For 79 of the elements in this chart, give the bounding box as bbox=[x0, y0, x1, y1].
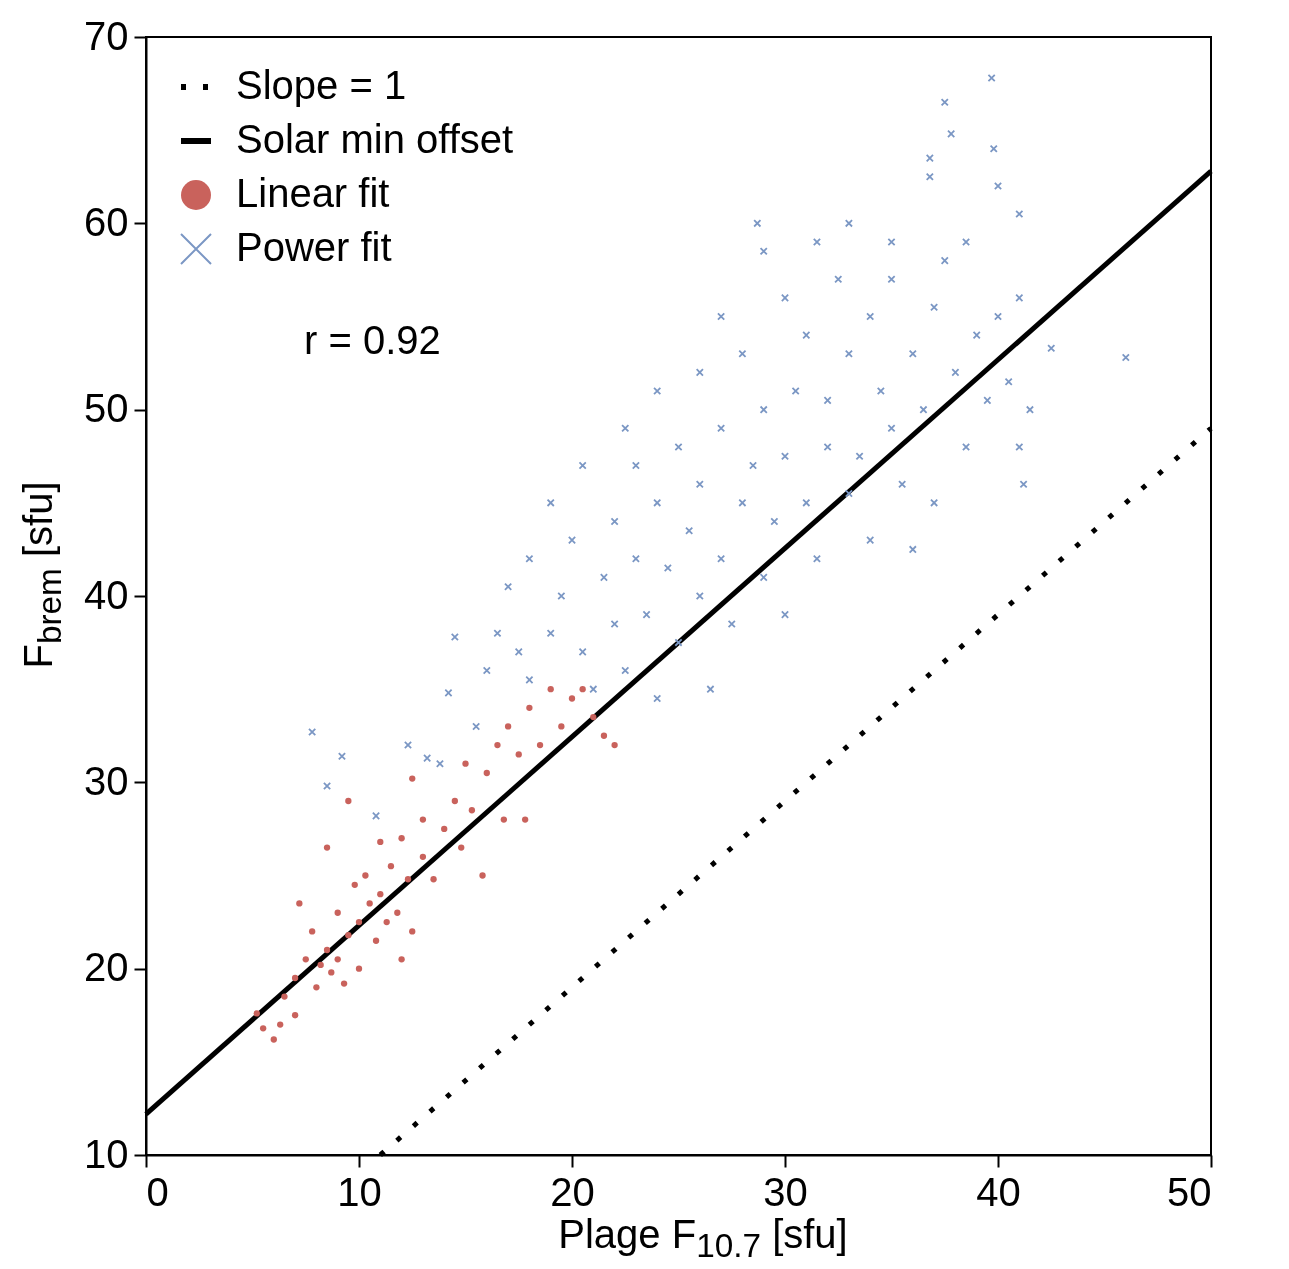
point bbox=[277, 1021, 284, 1028]
point bbox=[409, 928, 416, 935]
y-tick-label: 40 bbox=[84, 572, 129, 617]
y-tick-label: 10 bbox=[84, 1131, 129, 1176]
point bbox=[291, 974, 299, 982]
point bbox=[500, 816, 507, 823]
x-tick-label: 20 bbox=[550, 1169, 595, 1214]
y-tick-label: 70 bbox=[84, 13, 129, 58]
point bbox=[362, 872, 369, 879]
point bbox=[611, 741, 618, 749]
y-tick-label: 50 bbox=[84, 386, 129, 431]
point bbox=[355, 918, 363, 926]
point bbox=[590, 713, 597, 721]
point bbox=[526, 704, 533, 711]
point bbox=[398, 956, 405, 963]
y-tick-label: 20 bbox=[84, 945, 129, 990]
point bbox=[281, 993, 288, 1000]
x-tick-label: 40 bbox=[976, 1169, 1021, 1214]
point bbox=[504, 723, 512, 730]
x-tick-label: 10 bbox=[337, 1169, 382, 1214]
point bbox=[372, 937, 380, 944]
point bbox=[404, 876, 412, 883]
point bbox=[351, 881, 358, 888]
point bbox=[317, 961, 324, 969]
point bbox=[387, 863, 395, 870]
point bbox=[547, 686, 554, 693]
point bbox=[291, 1012, 299, 1019]
point bbox=[600, 732, 608, 739]
point bbox=[441, 825, 448, 833]
point bbox=[398, 835, 405, 842]
legend-label: Power fit bbox=[236, 225, 392, 269]
point bbox=[296, 900, 303, 907]
x-tick-label: 0 bbox=[146, 1169, 169, 1214]
legend-label: Linear fit bbox=[236, 171, 390, 215]
point bbox=[462, 760, 469, 767]
point bbox=[483, 769, 490, 777]
y-tick-label: 30 bbox=[84, 758, 129, 803]
annotation: r = 0.92 bbox=[304, 318, 441, 362]
point bbox=[313, 984, 320, 991]
point bbox=[259, 1025, 267, 1032]
point bbox=[568, 695, 576, 702]
point bbox=[253, 1010, 260, 1017]
point bbox=[558, 723, 565, 730]
point bbox=[345, 797, 352, 805]
point bbox=[308, 928, 316, 935]
point bbox=[377, 838, 384, 846]
point bbox=[419, 816, 427, 823]
point bbox=[270, 1036, 277, 1043]
point bbox=[323, 844, 331, 851]
point bbox=[521, 816, 529, 823]
point bbox=[394, 909, 401, 916]
point bbox=[468, 807, 476, 814]
point bbox=[383, 918, 390, 926]
point bbox=[345, 931, 352, 939]
point bbox=[515, 751, 522, 758]
legend-label: Slope = 1 bbox=[236, 63, 407, 107]
point bbox=[419, 853, 427, 861]
x-tick-label: 30 bbox=[763, 1169, 808, 1214]
point bbox=[409, 775, 416, 782]
point bbox=[479, 872, 486, 879]
point bbox=[355, 965, 363, 972]
point bbox=[334, 956, 341, 963]
point bbox=[340, 980, 348, 987]
point bbox=[302, 956, 309, 963]
point bbox=[430, 876, 437, 883]
point bbox=[323, 946, 331, 954]
point bbox=[366, 900, 373, 907]
x-axis-title: Plage F$_{10.7}$ [sfu] bbox=[558, 1211, 848, 1264]
point bbox=[458, 844, 465, 851]
point bbox=[536, 741, 544, 749]
y-tick-label: 60 bbox=[84, 199, 129, 244]
point bbox=[451, 797, 459, 805]
point bbox=[328, 969, 335, 976]
point bbox=[334, 909, 341, 916]
point bbox=[494, 741, 501, 749]
legend-label: Solar min offset bbox=[236, 117, 514, 161]
point bbox=[579, 686, 586, 693]
x-tick-label: 50 bbox=[1167, 1169, 1212, 1214]
point bbox=[377, 890, 384, 898]
